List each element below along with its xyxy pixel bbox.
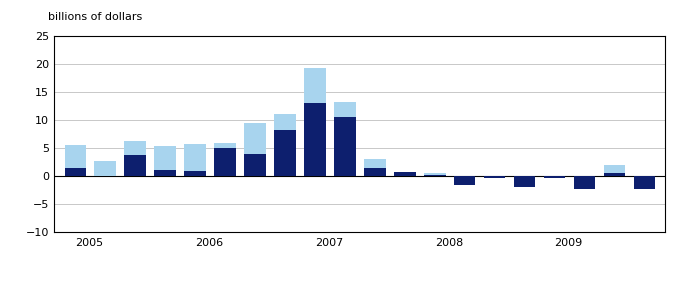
Bar [364, 168, 386, 176]
Bar [334, 102, 356, 117]
Bar [514, 176, 536, 187]
Bar [215, 148, 236, 176]
Bar [484, 176, 505, 178]
Bar [304, 103, 326, 176]
Bar [215, 142, 236, 148]
Bar [424, 173, 445, 175]
Bar [634, 176, 655, 189]
Bar [394, 172, 416, 176]
Bar [65, 168, 86, 176]
Bar [244, 123, 265, 154]
Bar [574, 176, 595, 189]
Bar [184, 171, 206, 176]
Bar [544, 176, 566, 178]
Bar [454, 176, 475, 185]
Bar [304, 68, 326, 103]
Bar [65, 145, 86, 168]
Bar [124, 141, 146, 155]
Text: billions of dollars: billions of dollars [48, 12, 143, 22]
Bar [604, 165, 625, 173]
Bar [274, 114, 296, 130]
Bar [364, 159, 386, 168]
Bar [604, 173, 625, 176]
Bar [424, 175, 445, 176]
Bar [244, 154, 265, 176]
Bar [94, 161, 116, 176]
Bar [274, 130, 296, 176]
Bar [154, 170, 176, 176]
Bar [124, 155, 146, 176]
Bar [184, 144, 206, 171]
Bar [154, 146, 176, 170]
Bar [334, 117, 356, 176]
